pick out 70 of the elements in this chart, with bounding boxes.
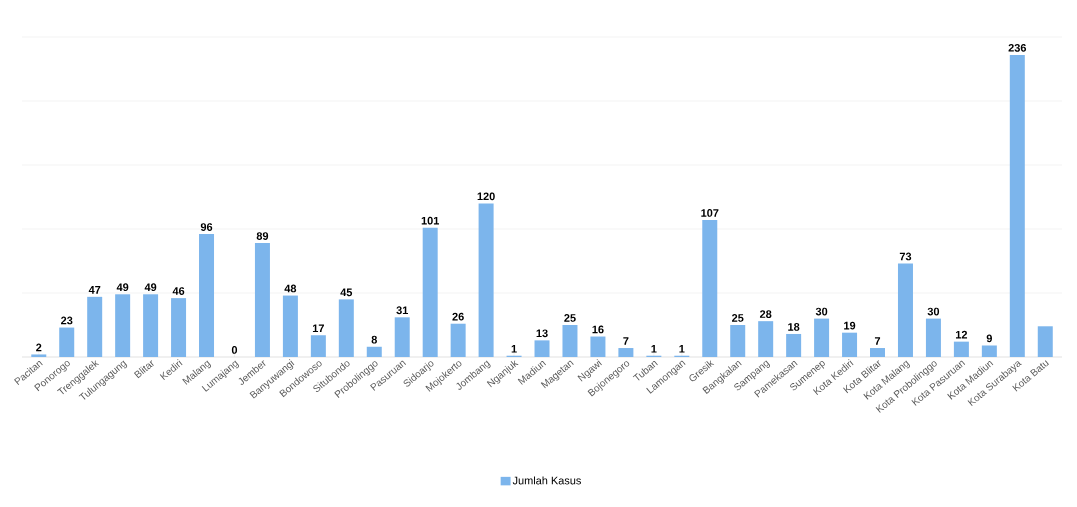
bar <box>534 340 550 357</box>
bar <box>59 327 75 357</box>
data-label: 7 <box>874 337 881 345</box>
bar <box>897 263 913 357</box>
bar <box>282 295 298 357</box>
data-label: 120 <box>477 192 495 201</box>
bar <box>981 345 997 357</box>
bar <box>842 332 858 357</box>
data-label: 12 <box>955 330 968 339</box>
data-label: 1 <box>651 345 657 353</box>
data-label: 73 <box>899 252 912 261</box>
bar <box>115 294 131 357</box>
data-label: 101 <box>421 216 440 225</box>
data-label: 47 <box>88 286 101 294</box>
bar <box>618 348 634 357</box>
data-label: 18 <box>788 323 800 331</box>
bar <box>758 321 774 357</box>
bar <box>786 333 802 357</box>
bar <box>814 318 830 357</box>
bar <box>562 325 578 357</box>
bar <box>870 348 886 357</box>
data-label: 7 <box>623 337 629 345</box>
bar <box>730 325 746 357</box>
data-label: 31 <box>396 306 409 315</box>
data-label: 2 <box>36 343 42 352</box>
data-label: 25 <box>564 314 576 322</box>
data-label: 0 <box>231 346 238 354</box>
data-label: 13 <box>536 329 548 338</box>
bar <box>171 298 187 357</box>
bar <box>143 294 159 357</box>
data-label: 16 <box>592 325 604 334</box>
data-label: 30 <box>927 307 940 316</box>
data-label: 8 <box>371 335 377 344</box>
data-label: 48 <box>284 284 297 293</box>
data-label: 23 <box>61 316 73 325</box>
bar <box>422 227 438 357</box>
bar <box>87 296 103 357</box>
data-label: 9 <box>986 334 992 343</box>
data-label: 89 <box>256 232 269 240</box>
bar <box>450 323 466 357</box>
bar <box>702 220 718 357</box>
bar <box>338 299 354 357</box>
data-label: 25 <box>732 314 744 322</box>
bar <box>953 341 969 357</box>
legend-label: Jumlah Kasus <box>512 476 581 485</box>
data-label: 107 <box>701 209 719 217</box>
data-label: 49 <box>144 283 157 292</box>
data-label: 46 <box>172 287 185 295</box>
data-label: 45 <box>340 288 353 297</box>
bar <box>590 336 606 357</box>
bar <box>199 234 215 357</box>
data-label: 1 <box>679 345 685 353</box>
bar <box>31 354 47 357</box>
data-label: 30 <box>815 307 828 316</box>
bar <box>478 203 494 357</box>
bar <box>310 335 326 357</box>
data-label: 49 <box>116 283 129 292</box>
data-label: 96 <box>200 223 213 231</box>
bar <box>254 243 270 357</box>
bar <box>394 317 410 357</box>
bar <box>925 318 941 357</box>
data-label: 1 <box>511 345 517 353</box>
data-label: 236 <box>1008 43 1027 52</box>
data-label: 17 <box>312 324 324 333</box>
bar <box>366 346 382 357</box>
data-label: 19 <box>844 321 856 330</box>
bar <box>1009 54 1025 357</box>
data-label: 26 <box>452 312 464 321</box>
data-label: 28 <box>759 310 772 318</box>
bar <box>1037 326 1053 357</box>
